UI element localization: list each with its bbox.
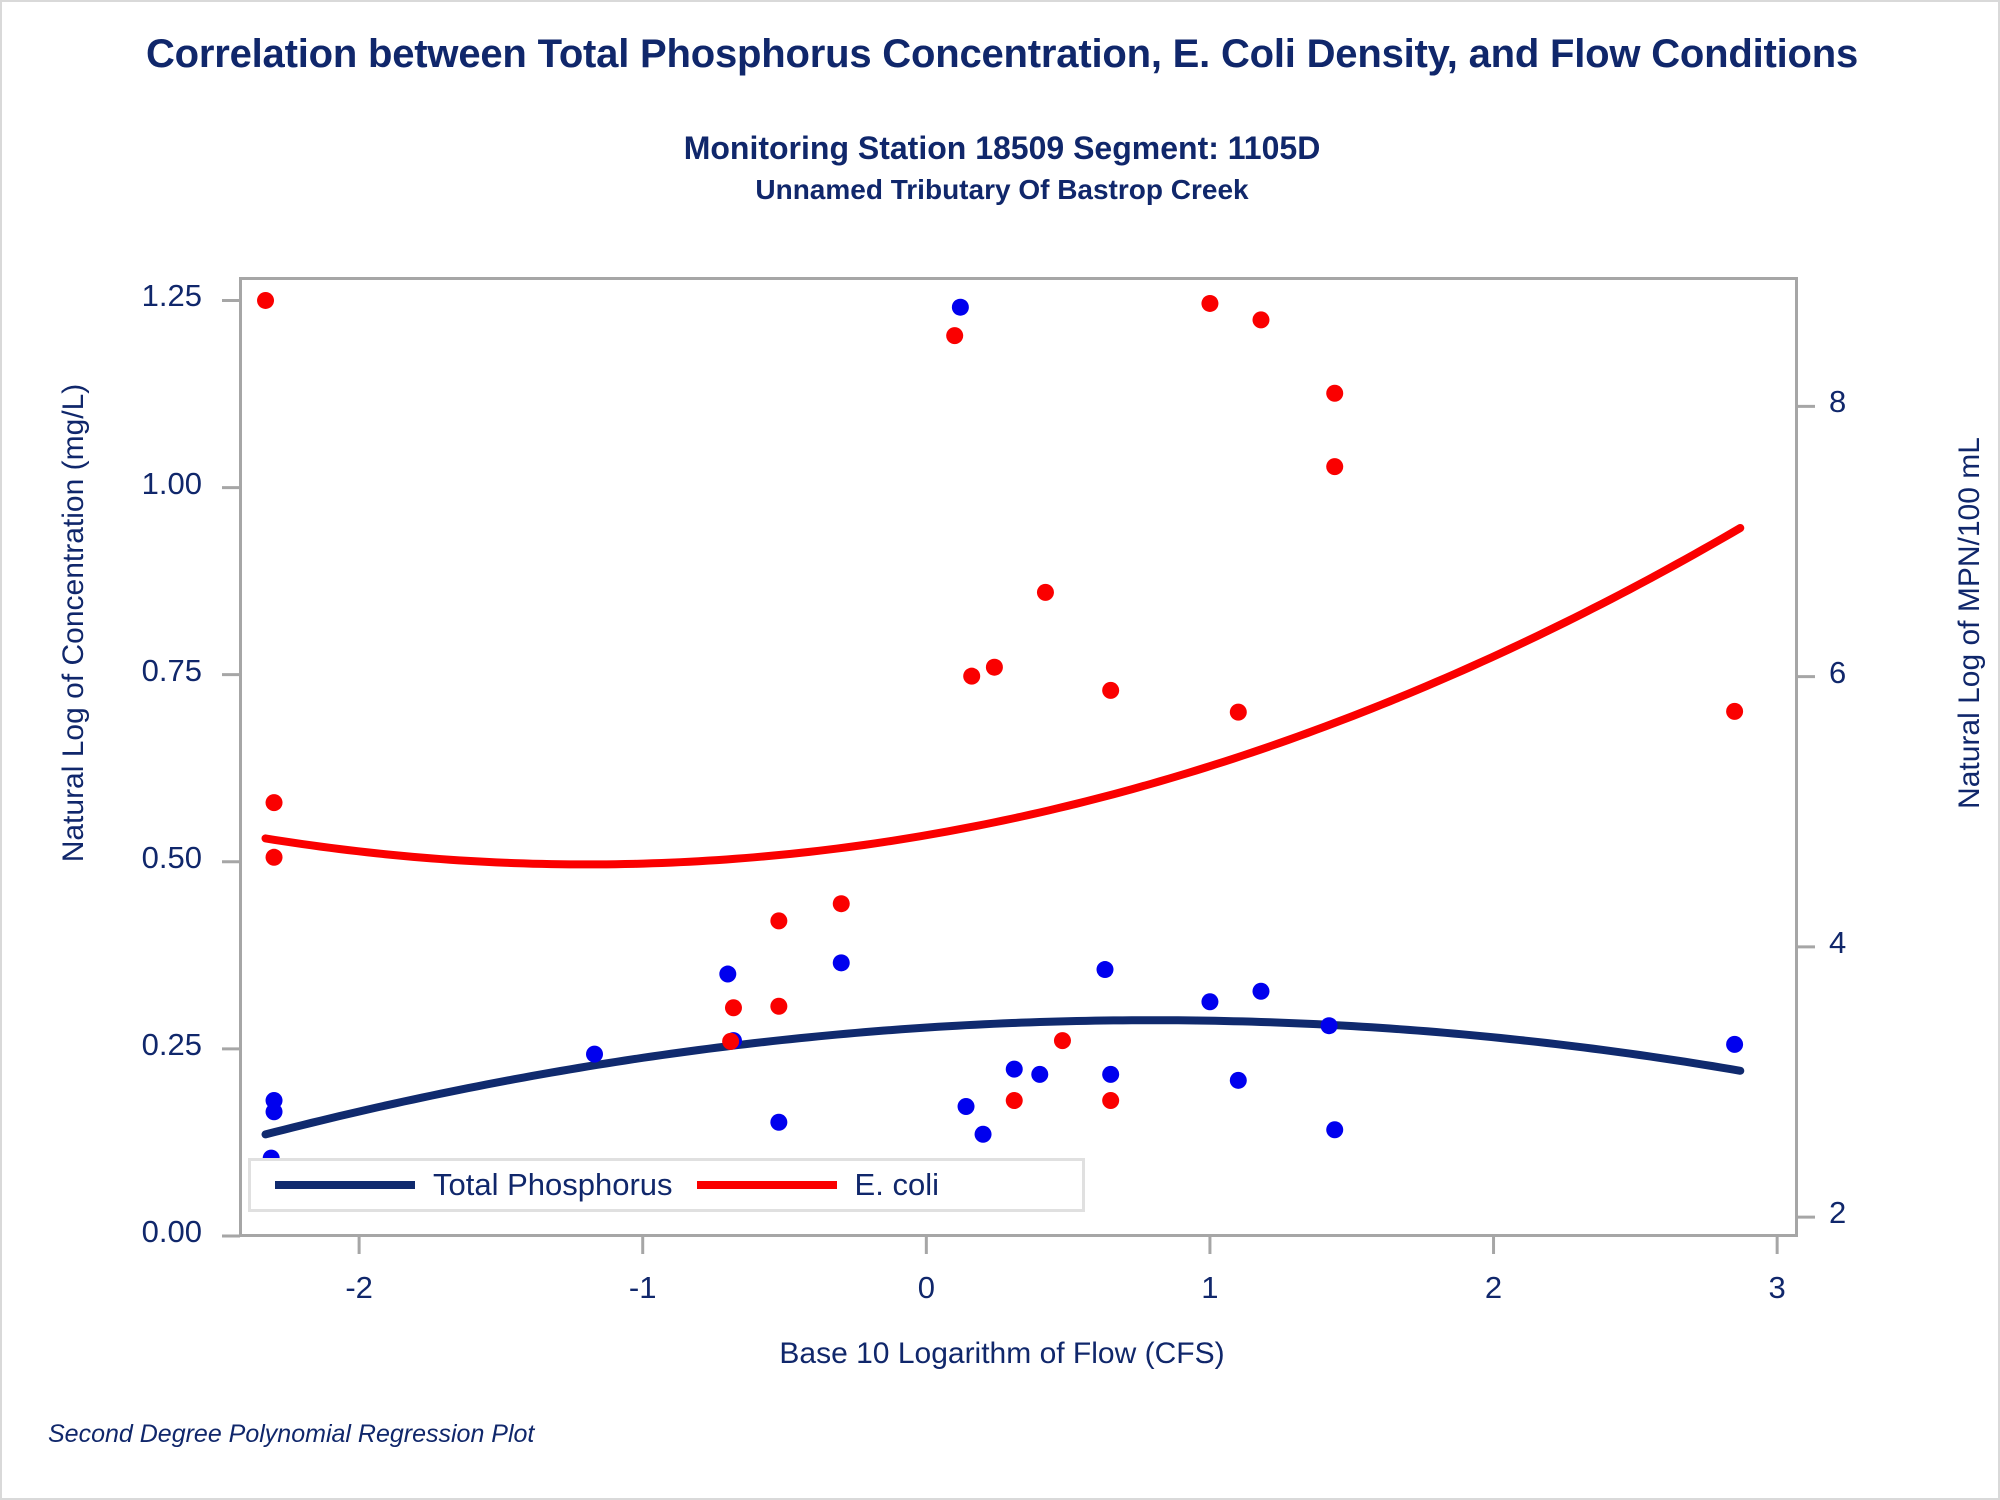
data-point bbox=[1201, 294, 1219, 312]
legend-label-phosphorus: Total Phosphorus bbox=[433, 1167, 673, 1202]
data-point bbox=[1229, 703, 1247, 721]
data-point bbox=[770, 997, 788, 1015]
data-point bbox=[586, 1045, 604, 1063]
regression-curves bbox=[261, 524, 1745, 1139]
legend-label-ecoli: E. coli bbox=[854, 1167, 939, 1202]
data-point bbox=[974, 1125, 992, 1143]
data-point bbox=[1036, 583, 1054, 601]
data-point bbox=[957, 1098, 975, 1116]
subtitle-station: Monitoring Station 18509 Segment: 1105D bbox=[683, 130, 1321, 166]
y-axis-right-tick: 2 bbox=[1829, 1195, 1847, 1231]
plot-area-frame bbox=[239, 277, 1798, 1237]
x-axis-label: Base 10 Logarithm of Flow (CFS) bbox=[779, 1337, 1225, 1370]
data-point bbox=[1005, 1092, 1023, 1110]
axis-ticks bbox=[222, 298, 1815, 1254]
data-point bbox=[1201, 993, 1219, 1011]
y-axis-left-tick: 0.00 bbox=[141, 1214, 202, 1249]
data-point bbox=[1726, 1035, 1744, 1053]
data-points bbox=[257, 291, 1744, 1205]
page-title: Correlation between Total Phosphorus Con… bbox=[145, 32, 1859, 76]
y-axis-right-tick: 6 bbox=[1829, 654, 1847, 690]
legend-swatch-ecoli bbox=[696, 1181, 837, 1189]
data-point bbox=[722, 1032, 740, 1050]
data-point bbox=[985, 658, 1003, 676]
data-point bbox=[946, 327, 964, 345]
x-axis-tick: 3 bbox=[1768, 1270, 1786, 1305]
data-point bbox=[1102, 1065, 1120, 1083]
legend-item-ecoli[interactable]: E. coli bbox=[673, 1167, 939, 1203]
data-point bbox=[1320, 1017, 1338, 1035]
data-point bbox=[1326, 1121, 1344, 1139]
data-point bbox=[257, 291, 275, 309]
data-point bbox=[770, 912, 788, 930]
subtitle-waterbody: Unnamed Tributary Of Bastrop Creek bbox=[755, 174, 1249, 205]
data-point bbox=[832, 954, 850, 972]
y-axis-right-tick: 4 bbox=[1829, 924, 1847, 960]
x-axis-tick: 0 bbox=[917, 1270, 935, 1305]
y-axis-left-tick: 1.00 bbox=[141, 465, 202, 501]
legend: Total Phosphorus E. coli bbox=[248, 1158, 1085, 1212]
data-point bbox=[951, 298, 969, 316]
data-point bbox=[1005, 1060, 1023, 1078]
y-axis-left-tick: 0.75 bbox=[141, 652, 202, 688]
data-point bbox=[1726, 702, 1744, 720]
data-point bbox=[1102, 1092, 1120, 1110]
data-point bbox=[1053, 1032, 1071, 1050]
data-point bbox=[832, 895, 850, 913]
data-point bbox=[1252, 311, 1270, 329]
footnote: Second Degree Polynomial Regression Plot bbox=[48, 1420, 535, 1448]
data-point bbox=[724, 999, 742, 1017]
data-point bbox=[1102, 681, 1120, 699]
data-point bbox=[265, 848, 283, 866]
x-axis-tick: 1 bbox=[1201, 1270, 1219, 1305]
y-axis-left-tick: 1.25 bbox=[141, 278, 202, 314]
y-axis-left-tick: 0.50 bbox=[141, 839, 202, 875]
data-point bbox=[770, 1113, 788, 1131]
data-point bbox=[719, 965, 737, 983]
y-axis-right-tick: 8 bbox=[1829, 384, 1847, 420]
x-axis-tick: 2 bbox=[1484, 1270, 1503, 1305]
data-point bbox=[265, 1103, 283, 1121]
data-point bbox=[1031, 1065, 1049, 1083]
x-axis-tick: -1 bbox=[628, 1270, 657, 1305]
data-point bbox=[1252, 982, 1270, 1000]
x-axis-tick: -2 bbox=[345, 1270, 373, 1305]
data-point bbox=[1326, 458, 1344, 476]
data-point bbox=[963, 667, 981, 685]
y-axis-left-tick: 0.25 bbox=[141, 1026, 202, 1062]
data-point bbox=[1229, 1071, 1247, 1089]
legend-swatch-phosphorus bbox=[275, 1181, 415, 1189]
data-point bbox=[1326, 384, 1344, 402]
data-point bbox=[1096, 961, 1114, 979]
data-point bbox=[265, 794, 283, 812]
legend-item-phosphorus[interactable]: Total Phosphorus bbox=[251, 1167, 673, 1203]
